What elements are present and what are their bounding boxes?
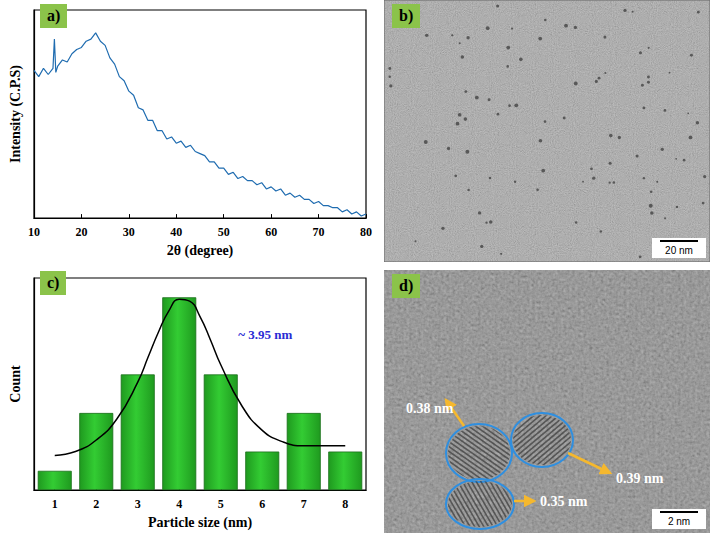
svg-text:3: 3 [135,497,141,511]
html-text:b): b) [399,7,414,24]
svg-text:80: 80 [360,225,372,239]
svg-text:2θ (degree): 2θ (degree) [167,243,234,259]
svg-text:2 nm: 2 nm [668,516,690,527]
svg-text:0.39 nm: 0.39 nm [616,471,664,486]
svg-text:70: 70 [313,225,325,239]
svg-text:40: 40 [170,225,182,239]
svg-text:4: 4 [176,497,182,511]
svg-text:7: 7 [301,497,307,511]
svg-text:60: 60 [265,225,277,239]
svg-text:20 nm: 20 nm [665,245,693,256]
svg-text:10: 10 [28,225,40,239]
svg-text:0.38 nm: 0.38 nm [406,401,454,416]
html-text:d): d) [399,277,414,294]
svg-text:Count: Count [8,365,23,403]
html-text:c): c) [47,274,60,291]
svg-text:50: 50 [218,225,230,239]
html-text:a): a) [47,7,61,24]
svg-text:8: 8 [342,497,348,511]
svg-text:~ 3.95 nm: ~ 3.95 nm [238,327,292,342]
svg-text:30: 30 [123,225,135,239]
svg-text:6: 6 [259,497,265,511]
svg-text:20: 20 [75,225,87,239]
svg-text:Intensity (C.P.S): Intensity (C.P.S) [8,65,24,163]
svg-text:2: 2 [93,497,99,511]
svg-text:Particle size (nm): Particle size (nm) [148,515,253,531]
svg-text:5: 5 [218,497,224,511]
svg-text:0.35 nm: 0.35 nm [540,494,588,509]
svg-text:1: 1 [52,497,58,511]
